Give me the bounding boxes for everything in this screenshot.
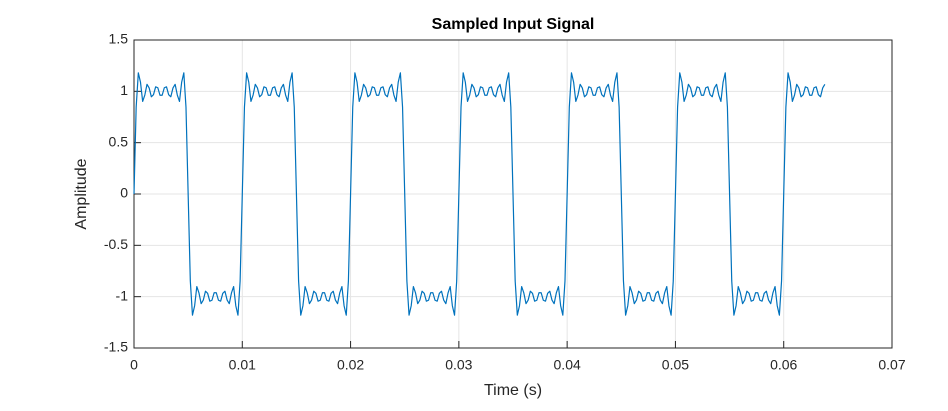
x-tick-label: 0.04 xyxy=(554,357,581,373)
x-tick-label: 0 xyxy=(130,357,138,373)
chart-title: Sampled Input Signal xyxy=(432,16,595,33)
x-axis-label: Time (s) xyxy=(484,382,542,399)
y-tick-label: 0 xyxy=(120,185,128,201)
x-tick-label: 0.03 xyxy=(445,357,472,373)
y-tick-label: -1.5 xyxy=(104,339,128,355)
x-tick-label: 0.07 xyxy=(878,357,905,373)
x-tick-label: 0.05 xyxy=(662,357,689,373)
x-tick-label: 0.01 xyxy=(229,357,256,373)
x-tick-label: 0.02 xyxy=(337,357,364,373)
y-tick-label: 1 xyxy=(120,82,128,98)
y-tick-label: 0.5 xyxy=(109,133,129,149)
y-tick-label: -0.5 xyxy=(104,236,128,252)
y-tick-label: -1 xyxy=(116,287,129,303)
y-tick-label: 1.5 xyxy=(109,31,129,47)
x-tick-label: 0.06 xyxy=(770,357,797,373)
y-axis-label: Amplitude xyxy=(73,158,90,229)
signal-line xyxy=(133,72,826,316)
